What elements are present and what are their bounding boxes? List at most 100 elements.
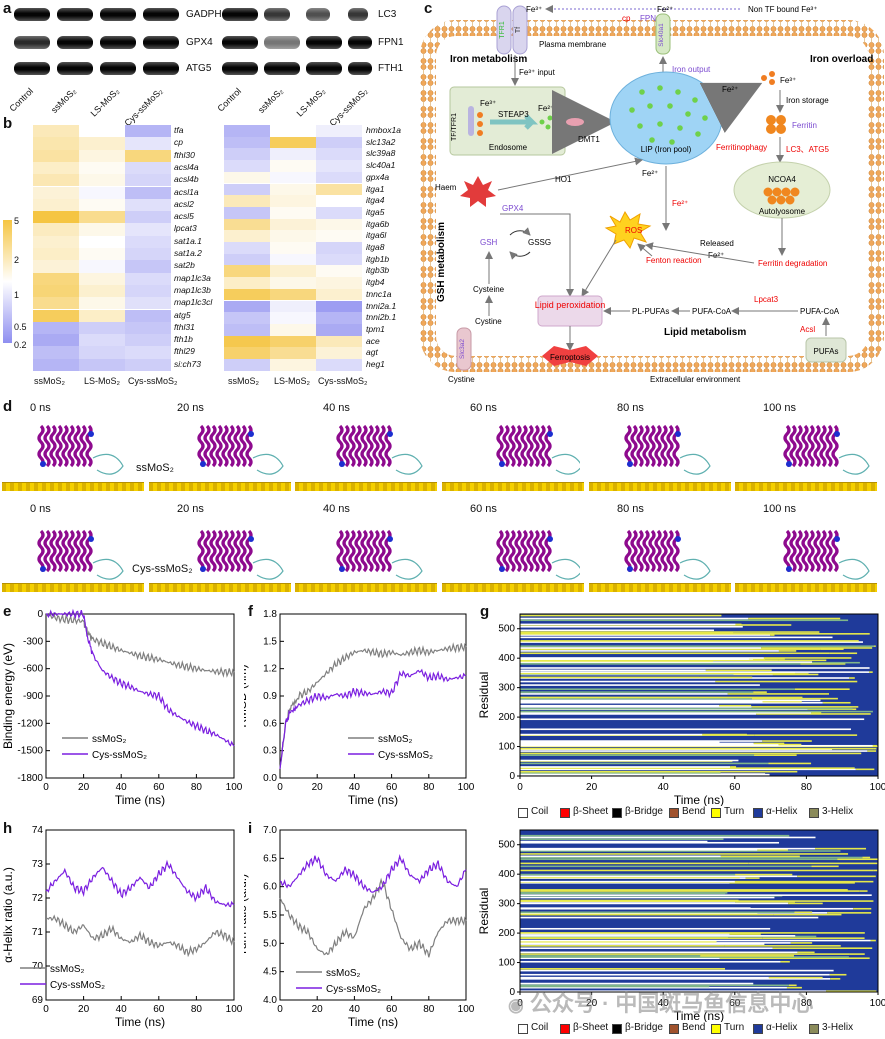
- y-tick-label: 0: [509, 987, 515, 998]
- heatmap-cell: [125, 223, 171, 236]
- dssp-band: [849, 677, 855, 679]
- heatmap-cell: [79, 284, 125, 298]
- heatmap-gene-label: gpx4a: [366, 171, 390, 182]
- x-tick-label: 40: [349, 1004, 361, 1015]
- series-line: [279, 877, 467, 958]
- dssp-band: [520, 671, 870, 673]
- dssp-band: [520, 976, 769, 979]
- heatmap-cell: [224, 265, 270, 278]
- x-tick-label: 80: [423, 1004, 435, 1015]
- heatmap-cell: [125, 174, 171, 187]
- heatmap-gene-label: tfa: [174, 125, 184, 135]
- heatmap-col-label: Cys-ssMoS₂: [318, 376, 368, 386]
- dssp-map-cys-ssmos2: 0 20 40 60 80 100 0 100 200 300 400 500 Time (ns) Res…: [477, 829, 885, 1022]
- dssp-band: [873, 747, 877, 750]
- heatmap-cell: [270, 242, 316, 254]
- dssp-band: [772, 947, 873, 950]
- dssp-band: [849, 953, 865, 955]
- heatmap-cell: [33, 149, 79, 162]
- dssp-band: [520, 841, 780, 844]
- dssp-band: [520, 911, 795, 914]
- dssp-band: [520, 869, 874, 872]
- legend-label: Cys-ssMoS₂: [92, 750, 147, 761]
- dssp-band: [520, 978, 831, 980]
- dssp-band: [520, 943, 765, 945]
- dssp-band: [520, 743, 779, 746]
- x-axis-label: Time (ns): [115, 1015, 165, 1029]
- dssp-band: [520, 986, 787, 989]
- x-tick-label: 20: [586, 782, 598, 793]
- protein-structure: [496, 424, 580, 475]
- heatmap-cell: [33, 334, 79, 347]
- dssp-band: [763, 657, 852, 659]
- lane-label: Cys-ssMoS₂: [121, 86, 165, 129]
- dssp-band: [520, 984, 789, 987]
- x-tick-label: 80: [801, 998, 813, 1009]
- dssp-band: [520, 623, 736, 626]
- dssp-band: [520, 704, 720, 707]
- dssp-band: [786, 986, 802, 989]
- overload-fe2-label: Fe²⁺: [722, 85, 738, 94]
- dssp-band: [827, 912, 872, 914]
- heatmap-colorbar: [3, 220, 12, 343]
- heatmap-col-label: ssMoS₂: [34, 376, 65, 386]
- heatmap-gene-label: slc40a1: [366, 160, 396, 171]
- md-time-label: 40 ns: [323, 402, 350, 414]
- heatmap-gene-label: slc39a8: [366, 148, 396, 159]
- dssp-band: [520, 713, 757, 715]
- dssp-band: [520, 614, 722, 617]
- dssp-band: [811, 865, 839, 868]
- x-tick-label: 0: [277, 782, 283, 793]
- lipid-metabolism-title: Lipid metabolism: [664, 327, 746, 338]
- mos2-surface: [735, 482, 877, 491]
- dssp-band: [520, 850, 841, 852]
- heatmap-cell: [270, 206, 316, 219]
- dssp-band: [757, 849, 788, 851]
- dssp-band: [715, 680, 858, 683]
- series-line: [46, 608, 235, 747]
- heatmap-cell: [316, 277, 362, 289]
- blot-band: [348, 62, 372, 75]
- md-row2-label: Cys-ssMoS₂: [132, 563, 193, 575]
- dssp-band: [705, 669, 772, 672]
- blot-band: [100, 36, 136, 49]
- dssp-band: [768, 976, 823, 979]
- ferroptosis-label: Ferroptosis: [550, 353, 590, 362]
- dssp-band: [853, 907, 872, 910]
- ferroptosis-burst: [542, 346, 598, 366]
- dssp-band: [520, 956, 849, 958]
- lc3-atg5-label: LC3、ATG5: [786, 145, 830, 154]
- pl-pufas-label: PL-PUFAs: [632, 307, 669, 316]
- ncoa4-label: NCOA4: [768, 175, 796, 184]
- lane-label: Cys-ssMoS₂: [326, 86, 370, 129]
- heatmap-cell: [125, 125, 171, 138]
- panel-label-c: c: [424, 0, 433, 17]
- md-time-label: 20 ns: [177, 503, 204, 515]
- dssp-band: [751, 697, 838, 700]
- cp-label: cp: [622, 14, 631, 23]
- dssp-band: [520, 640, 745, 642]
- dssp-band: [520, 645, 875, 647]
- watermark: ◉ 公众号 · 中国斑马鱼信息中心: [508, 986, 813, 1018]
- blot-band: [14, 62, 50, 75]
- mos2-surface: [589, 583, 731, 592]
- heatmap-cell: [33, 223, 79, 236]
- heatmap-cell: [270, 218, 316, 231]
- heatmap-cell: [79, 198, 125, 212]
- y-tick-label: 1.2: [263, 664, 277, 675]
- y-tick-label: -1200: [17, 718, 43, 729]
- x-tick-label: 40: [349, 782, 361, 793]
- dssp-band: [520, 633, 870, 635]
- blot-gene-label: GADPH: [186, 9, 222, 20]
- heatmap-cell: [316, 206, 362, 219]
- ros-burst: [604, 210, 652, 250]
- protein-structure: [336, 529, 423, 580]
- y-tick-label: 1.8: [263, 609, 277, 620]
- dssp-band: [520, 652, 830, 655]
- blot-gene-label: FPN1: [378, 37, 404, 48]
- legend-label: β-Sheet: [573, 1022, 609, 1033]
- heatmap-gene-label: sat1a.2: [174, 248, 202, 258]
- dssp-band: [773, 913, 842, 916]
- heatmap-gene-label: acsl4b: [174, 174, 199, 185]
- dssp-band: [520, 728, 851, 731]
